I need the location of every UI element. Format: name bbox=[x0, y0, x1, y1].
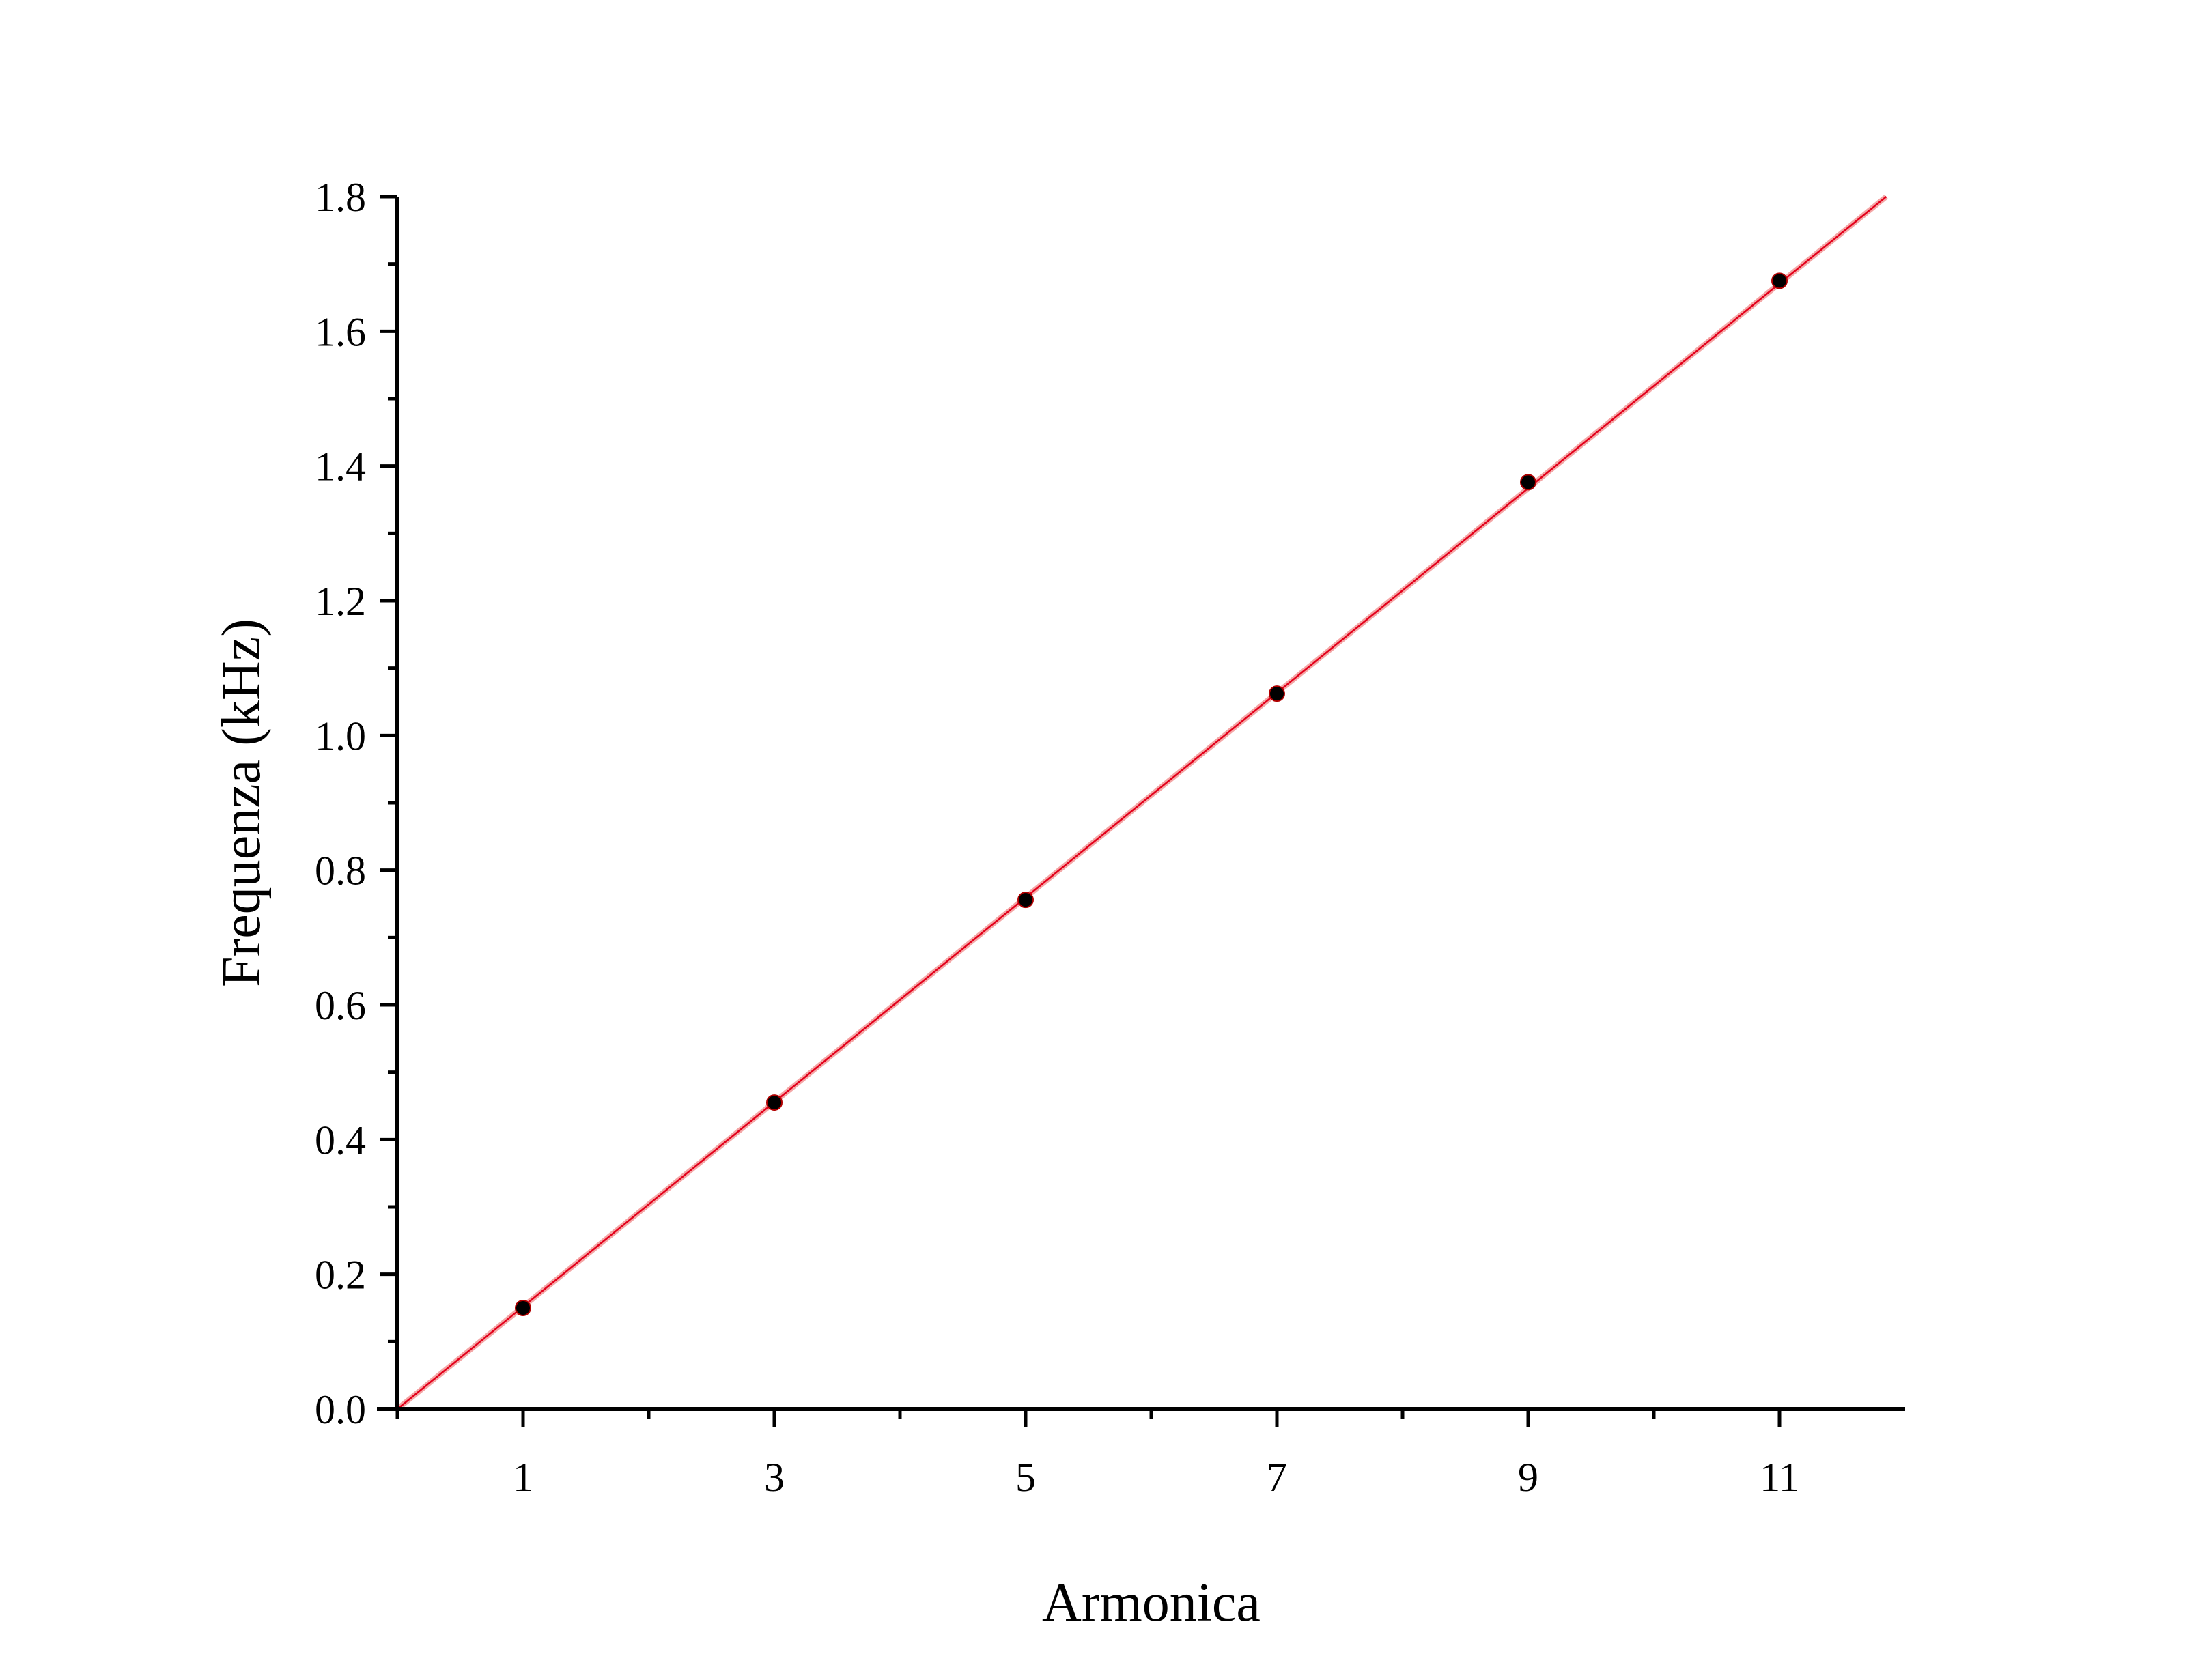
y-tick-label: 1.8 bbox=[315, 175, 366, 220]
fit-line-layer bbox=[395, 194, 1888, 1412]
y-axis-title: Frequenza (kHz) bbox=[212, 618, 272, 987]
y-tick-label: 1.2 bbox=[315, 579, 366, 624]
y-tick-label: 1.6 bbox=[315, 309, 366, 354]
fit-line bbox=[397, 196, 1887, 1410]
y-tick-label: 0.6 bbox=[315, 983, 366, 1028]
data-point bbox=[1771, 272, 1788, 289]
x-tick-label: 7 bbox=[1267, 1455, 1287, 1500]
ticks bbox=[380, 195, 1782, 1427]
y-tick-label: 0.4 bbox=[315, 1117, 366, 1163]
y-tick-label: 0.0 bbox=[315, 1387, 366, 1432]
data-points-layer bbox=[515, 272, 1788, 1316]
data-point bbox=[515, 1300, 531, 1316]
data-point bbox=[766, 1094, 783, 1111]
x-axis-title: Armonica bbox=[1042, 1573, 1261, 1633]
x-tick-label: 9 bbox=[1518, 1455, 1538, 1500]
y-tick-label: 0.8 bbox=[315, 849, 366, 894]
y-tick-label: 1.0 bbox=[315, 713, 366, 758]
x-tick-label: 3 bbox=[764, 1455, 785, 1500]
data-point bbox=[1269, 685, 1285, 702]
data-point bbox=[1520, 474, 1536, 491]
x-tick-label: 1 bbox=[513, 1455, 533, 1500]
data-point bbox=[1017, 892, 1034, 909]
tick-labels: 0.0 0.2 0.4 0.6 0.8 1.0 1.2 1.4 1.6 1.8 1 3 5 7 9 11 bbox=[315, 175, 1799, 1500]
x-tick-label: 11 bbox=[1760, 1455, 1799, 1500]
y-tick-label: 1.4 bbox=[315, 444, 366, 489]
y-tick-label: 0.2 bbox=[315, 1253, 366, 1298]
x-tick-label: 5 bbox=[1015, 1455, 1036, 1500]
